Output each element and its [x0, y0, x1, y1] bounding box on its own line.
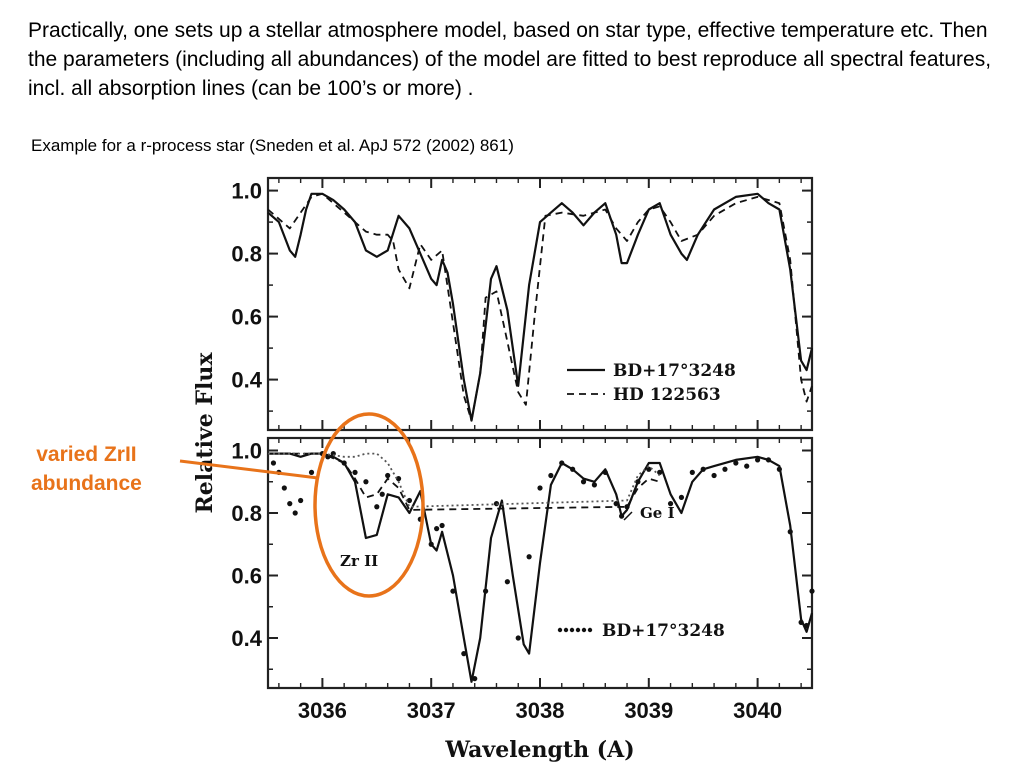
legend-dot	[587, 627, 593, 633]
data-point	[308, 469, 315, 475]
data-point	[711, 472, 717, 479]
x-tick-label: 3037	[407, 698, 456, 723]
legend-dot	[575, 627, 581, 633]
x-tick-label: 3040	[733, 698, 782, 723]
data-point	[363, 479, 369, 485]
data-point	[537, 485, 543, 491]
y-tick-label: 0.4	[231, 626, 262, 651]
y-tick-label: 1.0	[231, 439, 262, 464]
ge-i-marker	[623, 511, 633, 521]
data-point	[352, 469, 358, 475]
data-point	[580, 479, 587, 485]
data-point	[733, 460, 739, 466]
y-tick-label: 0.6	[231, 305, 262, 330]
data-point	[298, 497, 304, 504]
series-line-solid	[268, 452, 814, 683]
intro-paragraph: Practically, one sets up a stellar atmos…	[28, 19, 992, 100]
legend-label: BD+17°3248	[613, 361, 736, 381]
data-point	[379, 491, 385, 497]
x-tick-label: 3036	[298, 698, 347, 723]
legend-label: BD+17°3248	[602, 621, 725, 641]
legend-dot	[581, 627, 587, 633]
annotation-overlay	[179, 412, 425, 598]
axes-text: Wavelength (A) Relative Flux	[192, 352, 635, 763]
y-tick-label: 0.4	[231, 368, 262, 393]
x-axis-label: Wavelength (A)	[444, 737, 634, 763]
annotation-line-1: varied ZrII	[36, 443, 137, 466]
y-axis-label: Relative Flux	[192, 352, 218, 514]
data-point	[744, 463, 750, 469]
data-point	[374, 504, 380, 510]
data-point	[450, 588, 456, 594]
data-point	[461, 651, 467, 657]
top-panel: 0.4 0.6 0.8 1.0 BD+17°3248 HD 122563	[231, 176, 814, 432]
data-point	[689, 469, 695, 475]
data-point	[434, 526, 440, 532]
highlight-ellipse	[313, 412, 425, 598]
figure-caption: Example for a r-process star (Sneden et …	[31, 136, 514, 155]
annotation-line-2: abundance	[31, 472, 142, 495]
data-point	[439, 522, 445, 529]
data-point	[406, 497, 413, 504]
x-tick-label: 3039	[624, 698, 673, 723]
zr-ii-line-label: Zr II	[340, 552, 378, 570]
legend-dot	[557, 627, 563, 633]
data-point	[515, 635, 521, 641]
y-tick-label: 0.6	[231, 564, 262, 589]
data-point	[667, 501, 674, 507]
data-point	[591, 482, 598, 488]
series-line-dashed	[268, 452, 660, 511]
annotation-pointer-line	[179, 459, 319, 480]
y-tick-label: 0.8	[231, 501, 262, 526]
legend-label: HD 122563	[613, 385, 721, 405]
data-point	[287, 501, 293, 507]
data-point	[526, 554, 532, 560]
data-point	[270, 460, 277, 466]
data-point	[292, 510, 298, 516]
data-point	[722, 466, 728, 472]
series-line-dotted	[268, 452, 661, 508]
data-point	[548, 472, 554, 479]
data-point	[281, 485, 287, 491]
data-point	[385, 472, 391, 479]
x-tick-label: 3038	[516, 698, 565, 723]
data-point	[809, 588, 815, 594]
y-tick-label: 1.0	[231, 179, 262, 204]
data-point	[504, 579, 510, 585]
bottom-panel: 0.4 0.6 0.8 1.0 3036 3037 3038 3039 3040 BD+17°32…	[231, 436, 815, 723]
zr-abundance-annotation: varied ZrII abundance	[31, 440, 142, 498]
legend-dot	[563, 627, 569, 633]
ge-i-line-label: Ge I	[640, 504, 675, 522]
data-point	[395, 476, 402, 482]
data-point	[657, 469, 663, 475]
y-tick-label: 0.8	[231, 242, 262, 267]
series-line-solid	[267, 192, 814, 422]
data-point	[678, 494, 685, 500]
legend-dot	[569, 627, 575, 633]
data-point	[755, 457, 761, 463]
